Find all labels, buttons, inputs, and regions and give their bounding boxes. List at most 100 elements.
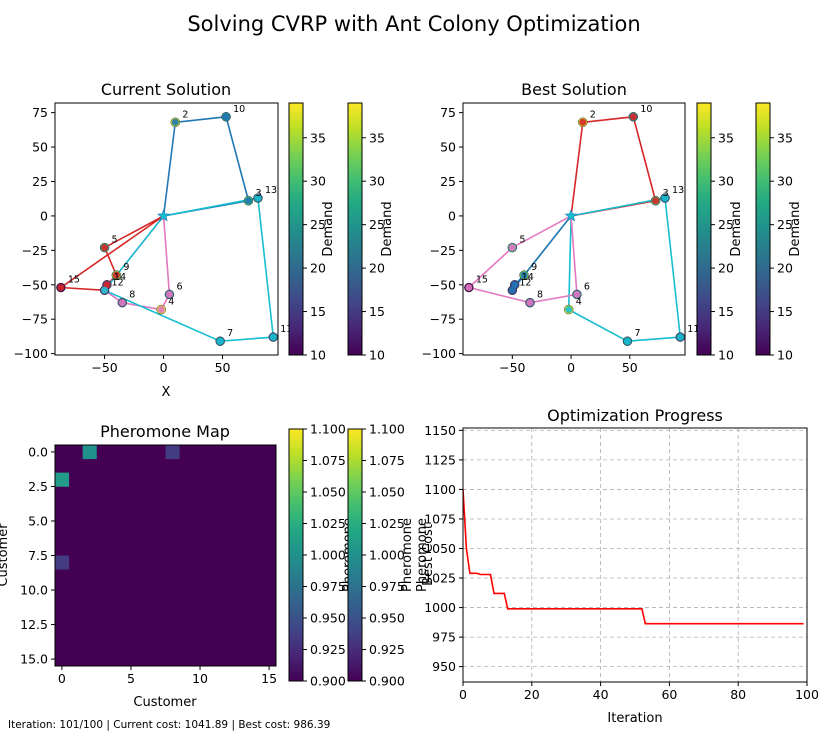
current-solution-xtick-label: −50 (91, 360, 117, 375)
current-solution-route-stop (101, 286, 109, 294)
best-solution-route-3 (467, 215, 578, 304)
progress-ytick-label: 975 (432, 630, 456, 645)
pheromone-colorbar-label: Pheromone (400, 518, 415, 592)
progress-xtick-label: 60 (661, 687, 677, 702)
pheromone-colorbar-tick-label: 0.975 (369, 579, 405, 594)
best-solution-colorbar-tick-label: 10 (777, 348, 793, 363)
current-solution-customer-label: 11 (280, 324, 292, 335)
current-solution-route-1 (162, 115, 250, 217)
pheromone-xtick-label: 10 (192, 671, 208, 686)
pheromone-colorbar-tick-label: 0.975 (310, 579, 346, 594)
best-solution-customer-label: 9 (531, 262, 537, 273)
best-solution-customer-label: 4 (576, 297, 582, 308)
pheromone-cell (55, 472, 70, 487)
pheromone-colorbar-tick-label: 0.900 (310, 674, 346, 689)
optimization-progress-panel: Optimization Progress 0 20 40 60 80 100 950 975… (415, 406, 819, 726)
current-solution-ytick-label: −100 (14, 346, 48, 361)
current-solution-depot-marker (157, 209, 171, 222)
best-solution-xtick-label: −50 (499, 360, 525, 375)
optimization-progress-title: Optimization Progress (547, 406, 723, 425)
current-solution-colorbar-tick-label: 10 (369, 348, 385, 363)
best-solution-route-stop (629, 113, 637, 121)
current-solution-route-stop (171, 118, 179, 126)
current-solution-ytick-label: −75 (22, 312, 48, 327)
pheromone-ytick-label: 15.0 (20, 652, 48, 667)
pheromone-ytick-label: 12.5 (20, 617, 48, 632)
pheromone-ytick-label: 2.5 (28, 479, 48, 494)
current-solution-customer-label: 15 (68, 275, 80, 286)
current-solution-colorbar-tick-label: 10 (310, 348, 326, 363)
pheromone-xtick-label: 5 (127, 671, 135, 686)
current-solution-xtick-label: 0 (160, 360, 168, 375)
optimization-progress-ylabel: Best Cost (421, 524, 436, 586)
best-solution-route-stop (508, 286, 516, 294)
progress-xtick-label: 0 (459, 687, 467, 702)
optimization-progress-frame (462, 427, 808, 683)
best-solution-customer-label: 6 (584, 281, 590, 292)
current-solution-colorbar-tick-label: 25 (310, 217, 326, 232)
progress-xtick-label: 40 (593, 687, 609, 702)
optimization-progress-ylabel-overlap: Pheromone (415, 518, 430, 592)
current-solution-customer-label: 12 (112, 277, 124, 288)
current-solution-xtick-label: 50 (215, 360, 231, 375)
current-solution-colorbar-tick-label: 20 (310, 261, 326, 276)
best-solution-customer-label: 11 (687, 324, 699, 335)
best-solution-route-stop (661, 194, 669, 202)
current-solution-customer-label: 6 (176, 281, 182, 292)
optimization-progress-xlabel: Iteration (607, 711, 662, 726)
best-solution-colorbar-tick-label: 25 (718, 217, 734, 232)
best-solution-route-stop (565, 306, 573, 314)
current-solution-customer-label: 2 (182, 109, 188, 120)
pheromone-ytick-label: 0.0 (28, 444, 48, 459)
pheromone-cell (82, 445, 97, 460)
current-solution-route-stop (216, 337, 224, 345)
current-solution-customer-label: 10 (233, 104, 245, 115)
progress-ytick-label: 950 (432, 659, 456, 674)
best-solution-route-1 (570, 115, 657, 217)
current-solution-customer-label: 7 (227, 328, 233, 339)
pheromone-colorbar-tick-label: 1.025 (310, 516, 346, 531)
current-solution-route-stop (222, 113, 230, 121)
pheromone-colorbar-tick-label: 1.025 (369, 516, 405, 531)
pheromone-ytick-label: 5.0 (28, 513, 48, 528)
best-solution-ytick-label: 0 (448, 208, 456, 223)
current-solution-colorbar-label: Demand (380, 201, 395, 256)
pheromone-colorbar-tick-label: 0.950 (369, 611, 405, 626)
best-solution-colorbar-tick-label: 25 (777, 217, 793, 232)
best-solution-ytick-label: 50 (440, 140, 456, 155)
progress-ytick-label: 1075 (424, 511, 456, 526)
current-solution-route-stop (269, 333, 277, 341)
pheromone-colorbar-tick-label: 0.925 (369, 642, 405, 657)
best-solution-route-stop (676, 333, 684, 341)
best-solution-customer-label: 15 (476, 275, 488, 286)
current-solution-customer-label: 13 (265, 185, 277, 196)
best-solution-route-stop (579, 118, 587, 126)
current-solution-title: Current Solution (101, 80, 231, 99)
best-solution-frame (462, 102, 686, 356)
current-solution-colorbar-tick-label: 15 (369, 304, 385, 319)
current-solution-ytick-label: −25 (22, 243, 48, 258)
current-solution-customer-label: 4 (168, 297, 174, 308)
pheromone-colorbar-tick-label: 1.100 (310, 422, 346, 437)
pheromone-colorbar-1 (288, 428, 304, 682)
pheromone-colorbar-tick-label: 0.900 (369, 674, 405, 689)
best-solution-colorbar-tick-label: 20 (718, 261, 734, 276)
best-solution-title: Best Solution (521, 80, 627, 99)
current-solution-route-stop (103, 281, 111, 289)
progress-ytick-label: 1125 (424, 452, 456, 467)
best-solution-customer-label: 12 (519, 277, 531, 288)
current-solution-colorbar-tick-label: 35 (310, 130, 326, 145)
current-solution-route-stop (101, 244, 109, 252)
best-solution-route-stop (573, 290, 581, 298)
progress-ytick-label: 1000 (424, 600, 456, 615)
current-solution-colorbar-tick-label: 20 (369, 261, 385, 276)
pheromone-ytick-label: 7.5 (28, 548, 48, 563)
current-solution-ytick-label: 25 (32, 174, 48, 189)
best-solution-customer-label: 3 (663, 188, 669, 199)
progress-xtick-label: 100 (795, 687, 819, 702)
pheromone-cell (165, 445, 180, 460)
current-solution-colorbar-tick-label: 30 (310, 174, 326, 189)
current-solution-customer-label: 9 (123, 262, 129, 273)
